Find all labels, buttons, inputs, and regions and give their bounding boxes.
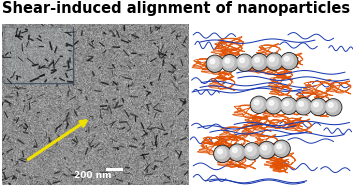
Circle shape	[269, 57, 274, 62]
Bar	[106, 168, 123, 171]
Circle shape	[273, 140, 290, 157]
Circle shape	[310, 98, 327, 115]
Circle shape	[215, 146, 230, 161]
Circle shape	[267, 99, 278, 110]
Circle shape	[244, 143, 261, 160]
Circle shape	[258, 142, 275, 158]
Circle shape	[262, 145, 267, 150]
Circle shape	[266, 53, 283, 70]
Circle shape	[326, 100, 341, 115]
Circle shape	[230, 146, 241, 157]
Circle shape	[206, 55, 223, 72]
Circle shape	[233, 148, 237, 153]
Circle shape	[210, 59, 215, 64]
Circle shape	[313, 102, 318, 107]
Circle shape	[247, 147, 252, 151]
Circle shape	[253, 56, 264, 67]
Circle shape	[312, 101, 323, 112]
Circle shape	[237, 55, 252, 70]
Circle shape	[280, 53, 297, 70]
Circle shape	[251, 97, 267, 112]
Circle shape	[267, 55, 279, 66]
Circle shape	[274, 141, 289, 156]
Circle shape	[254, 100, 259, 105]
Circle shape	[266, 98, 282, 113]
Circle shape	[223, 57, 234, 68]
Circle shape	[280, 97, 297, 114]
Circle shape	[230, 145, 245, 160]
Text: 200 nm: 200 nm	[75, 171, 112, 180]
Circle shape	[208, 57, 219, 68]
Circle shape	[297, 100, 308, 111]
Circle shape	[282, 99, 293, 110]
Circle shape	[244, 144, 260, 159]
Circle shape	[326, 101, 338, 112]
Circle shape	[311, 99, 326, 114]
Bar	[4, 27, 73, 83]
Circle shape	[236, 54, 253, 71]
Circle shape	[240, 58, 245, 63]
Circle shape	[251, 54, 268, 70]
Circle shape	[282, 55, 293, 66]
Circle shape	[245, 145, 256, 156]
Circle shape	[267, 54, 282, 69]
Circle shape	[221, 55, 238, 72]
Text: Shear-induced alignment of nanoparticles: Shear-induced alignment of nanoparticles	[2, 1, 350, 16]
Circle shape	[281, 98, 296, 113]
Circle shape	[215, 148, 226, 158]
Circle shape	[255, 57, 260, 62]
Circle shape	[295, 98, 312, 115]
Circle shape	[265, 97, 282, 114]
Circle shape	[328, 103, 333, 107]
Circle shape	[252, 55, 267, 70]
Circle shape	[284, 101, 289, 106]
Circle shape	[269, 101, 274, 105]
Circle shape	[282, 53, 297, 69]
Circle shape	[277, 144, 282, 149]
Circle shape	[275, 143, 286, 153]
Circle shape	[260, 144, 271, 155]
Circle shape	[207, 56, 223, 71]
Circle shape	[218, 149, 222, 154]
Circle shape	[229, 144, 246, 161]
Circle shape	[284, 57, 289, 61]
Circle shape	[222, 56, 237, 71]
Circle shape	[225, 58, 230, 63]
Circle shape	[214, 146, 231, 162]
Circle shape	[238, 56, 249, 67]
Circle shape	[259, 143, 274, 158]
Circle shape	[296, 99, 311, 114]
Circle shape	[252, 98, 263, 109]
Circle shape	[299, 102, 304, 106]
Circle shape	[250, 96, 267, 113]
Circle shape	[325, 99, 342, 116]
